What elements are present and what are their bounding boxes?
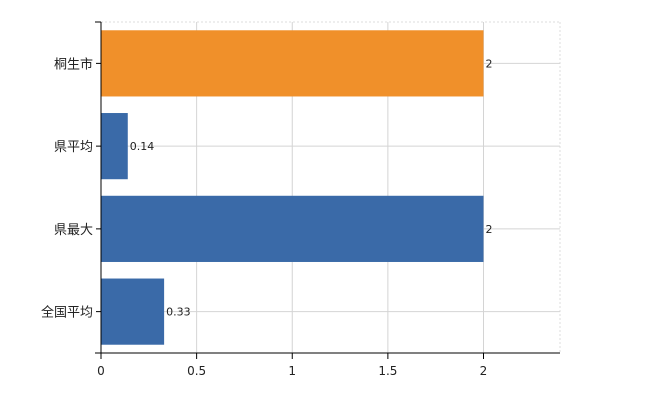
y-tick-label: 全国平均 [41,305,93,321]
bar [101,113,128,180]
y-tick-label: 県平均 [54,140,93,155]
x-tick-label: 0 [97,364,105,378]
value-label: 2 [486,57,493,70]
bar [101,195,484,262]
bar [101,278,165,345]
x-tick-labels: 0 0.5 1 1.5 2 [97,364,487,378]
x-tick-label: 1.5 [378,364,397,378]
value-label: 0.14 [130,140,155,153]
y-tick-label: 県最大 [54,223,93,238]
value-labels: 2 0.14 2 0.33 [130,57,493,318]
value-label: 0.33 [166,306,191,319]
y-tick-label: 桐生市 [54,56,93,72]
axes [95,21,560,359]
x-tick-label: 0.5 [187,364,206,378]
value-label: 2 [486,223,493,236]
x-tick-label: 1 [288,364,296,378]
bar [101,30,484,97]
bars [101,30,484,345]
x-tick-label: 2 [480,364,488,378]
